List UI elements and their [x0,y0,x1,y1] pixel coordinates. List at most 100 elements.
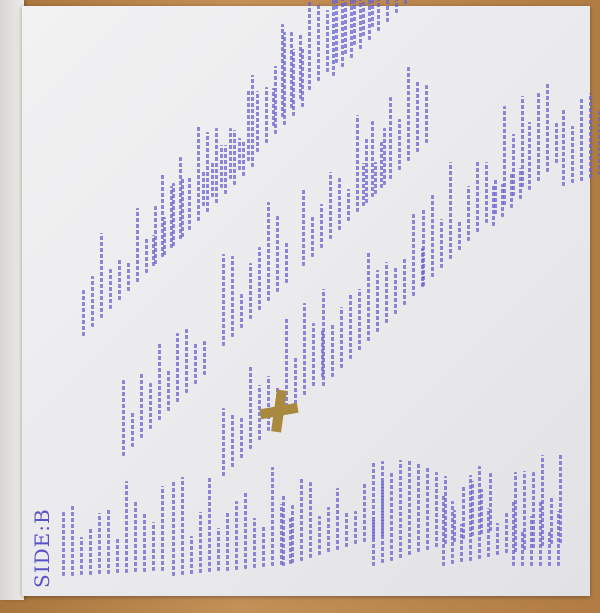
lyric-line [444,475,447,545]
lyric-line [521,532,524,566]
lyric-line [376,270,379,332]
lyric-line [276,215,279,292]
lyric-line [521,95,524,187]
lyric-line [478,466,481,559]
lyric-line [539,501,542,566]
lyric-line [143,513,146,572]
lyric-line [546,82,549,172]
lyric-line [116,537,119,574]
lyric-line [395,0,398,13]
lyric-line [362,163,365,206]
lyric-line [82,289,85,336]
lyric-line [226,511,229,571]
lyric-line [109,269,112,309]
lyric-line [512,134,515,196]
lyric-line [559,454,562,543]
lyric-line [580,98,583,181]
lyric-line [281,24,284,117]
lyric-line [258,247,261,310]
lyric-line [161,174,164,257]
lyric-line [489,473,492,531]
lyric-line [220,144,223,188]
lyric-line [62,511,65,576]
lyric-line [152,235,155,266]
lyric-line [331,324,334,377]
lyric-line [380,141,383,188]
lyric-line [557,511,560,566]
lyric-line [98,513,101,575]
lyric-line [347,189,350,221]
lyric-line [530,516,533,566]
lyric-line [122,379,125,456]
lyric-line [283,31,286,125]
lyric-line [240,417,243,458]
lyric-line [353,0,356,45]
lyric-line [217,528,220,572]
lyric-line [152,521,155,572]
lyric-line [407,67,410,161]
lyric-line [199,512,202,574]
lyric-line [485,162,488,223]
lyric-line [251,75,254,167]
lyric-line [338,177,341,230]
lyric-line [290,31,293,108]
lyric-line [249,263,252,319]
lyric-line [190,535,193,575]
side-label: SIDE:B [30,508,54,588]
lyric-line [267,376,270,431]
lyric-line [302,188,305,266]
lyric-line [417,462,420,553]
lyric-line [100,232,103,318]
lyric-line [451,501,454,565]
lyric-line [469,475,472,561]
lyric-line [431,195,434,277]
lyric-line [179,157,182,239]
lyric-line [425,85,428,143]
lyric-line [435,472,438,548]
lyric-line [345,510,348,548]
lyric-line [412,213,415,296]
lyric-line [172,182,175,246]
lyric-line [404,0,407,4]
lyric-line [505,512,508,554]
lyric-line [390,470,393,561]
lyric-line [203,341,206,375]
lyric-line [282,493,285,566]
lyric-line [598,110,600,176]
lyric-line [136,208,139,282]
lyric-line [320,203,323,248]
lyric-line [471,481,474,537]
lyric-line [501,184,504,217]
lyric-line [285,318,288,413]
lyric-line [291,505,294,564]
lyric-line [91,276,94,327]
lyric-line [562,110,565,186]
lyric-line [158,342,161,420]
lyric-line [365,136,368,203]
lyric-line [242,140,245,176]
lyric-line [548,531,551,566]
lyric-line [125,481,128,573]
lyric-line [309,482,312,558]
lyric-line [211,162,214,197]
lyric-line [371,120,374,197]
lyric-line [476,160,479,232]
lyric-line [308,0,311,90]
lyric-line [336,488,339,550]
lyric-line [416,80,419,152]
lyric-line [197,125,200,221]
lyric-line [383,127,386,185]
lyric-line [71,506,74,576]
lyric-line [222,254,225,346]
lyric-line [359,0,362,49]
lyric-line [394,265,397,314]
lyric-line [280,504,283,566]
lyric-line [127,260,130,291]
lyric-line [118,258,121,300]
lyric-line [274,66,277,134]
gold-cross-emblem [259,389,299,433]
lyric-line [422,207,425,286]
lyric-line [358,289,361,350]
lyric-line [449,162,452,259]
lyric-line [363,482,366,542]
